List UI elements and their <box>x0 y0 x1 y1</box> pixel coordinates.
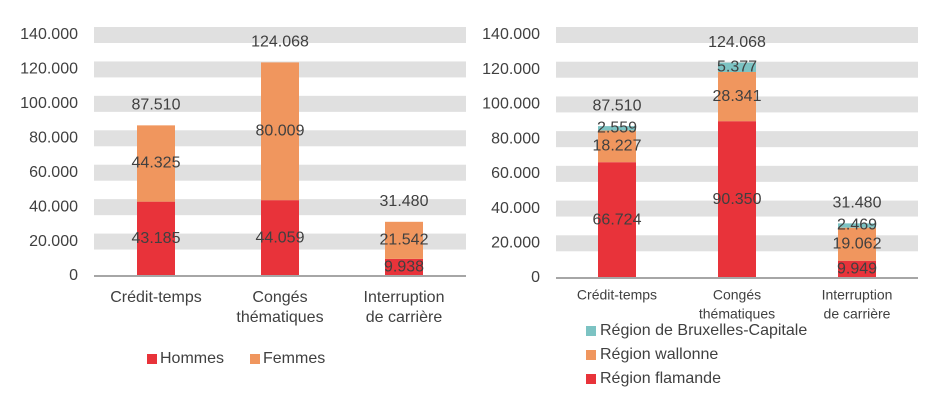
y-tick-label: 80.000 <box>491 130 540 147</box>
x-tick-label: de carrière <box>824 306 891 322</box>
legend-swatch <box>250 354 260 364</box>
bar-segment <box>261 200 299 276</box>
x-tick-label: thématiques <box>236 309 323 326</box>
bar-segment <box>718 121 756 278</box>
bar-segment <box>838 223 876 228</box>
legend-label: Région de Bruxelles-Capitale <box>600 322 807 339</box>
y-tick-label: 120.000 <box>482 61 540 78</box>
grid-band <box>556 27 918 43</box>
x-tick-label: Crédit-temps <box>110 289 202 306</box>
data-label: 90.350 <box>713 191 762 208</box>
grid-band <box>94 27 466 43</box>
data-label: 9.949 <box>837 261 877 278</box>
data-label: 18.227 <box>593 138 642 155</box>
bar-segment <box>838 260 876 278</box>
legend-label: Région flamande <box>600 370 721 387</box>
y-tick-label: 140.000 <box>482 26 540 43</box>
data-label: 43.185 <box>132 230 181 247</box>
x-tick-label: Crédit-temps <box>577 287 657 303</box>
bar-segment <box>385 258 423 276</box>
data-label: 2.559 <box>597 120 637 137</box>
legend-swatch <box>586 374 596 384</box>
total-label: 31.480 <box>380 193 429 210</box>
bar-segment <box>385 221 423 259</box>
y-tick-label: 80.000 <box>29 130 78 147</box>
legend-label: Femmes <box>263 350 325 367</box>
data-label: 5.377 <box>717 59 757 76</box>
y-tick-label: 40.000 <box>29 198 78 215</box>
x-tick-label: Interruption <box>364 289 445 306</box>
data-label: 2.469 <box>837 217 877 234</box>
y-tick-label: 100.000 <box>482 96 540 113</box>
data-label: 66.724 <box>593 211 642 228</box>
y-tick-label: 40.000 <box>491 200 540 217</box>
x-tick-label: Congés <box>252 289 307 306</box>
bar-segment <box>137 125 175 202</box>
total-label: 31.480 <box>833 195 882 212</box>
y-tick-label: 120.000 <box>20 61 78 78</box>
legend-swatch <box>586 326 596 336</box>
y-tick-label: 20.000 <box>491 235 540 252</box>
data-label: 80.009 <box>256 123 305 140</box>
data-label: 9.938 <box>384 259 424 276</box>
x-tick-label: de carrière <box>366 309 443 326</box>
y-tick-label: 0 <box>531 269 540 286</box>
bar-segment <box>718 71 756 122</box>
y-tick-label: 100.000 <box>20 95 78 112</box>
y-tick-label: 0 <box>69 267 78 284</box>
bar-segment <box>598 130 636 163</box>
bar-segment <box>718 62 756 72</box>
legend-label: Hommes <box>160 350 224 367</box>
data-label: 21.542 <box>380 232 429 249</box>
total-label: 124.068 <box>708 34 766 51</box>
data-label: 44.059 <box>256 229 305 246</box>
x-tick-label: Interruption <box>822 287 893 303</box>
bar-segment <box>137 201 175 276</box>
y-tick-label: 20.000 <box>29 233 78 250</box>
total-label: 87.510 <box>132 97 181 114</box>
bar-segment <box>261 62 299 201</box>
legend-swatch <box>147 354 157 364</box>
legend-label: Région wallonne <box>600 346 718 363</box>
total-label: 124.068 <box>251 34 309 51</box>
y-tick-label: 60.000 <box>491 165 540 182</box>
total-label: 87.510 <box>593 97 642 114</box>
x-tick-label: Congés <box>713 287 761 303</box>
data-label: 44.325 <box>132 155 181 172</box>
data-label: 19.062 <box>833 235 882 252</box>
legend-swatch <box>586 350 596 360</box>
x-tick-label: thématiques <box>699 306 775 322</box>
y-tick-label: 140.000 <box>20 26 78 43</box>
bar-segment <box>598 162 636 278</box>
bar-segment <box>598 126 636 131</box>
y-tick-label: 60.000 <box>29 164 78 181</box>
data-label: 28.341 <box>713 88 762 105</box>
bar-segment <box>838 227 876 261</box>
